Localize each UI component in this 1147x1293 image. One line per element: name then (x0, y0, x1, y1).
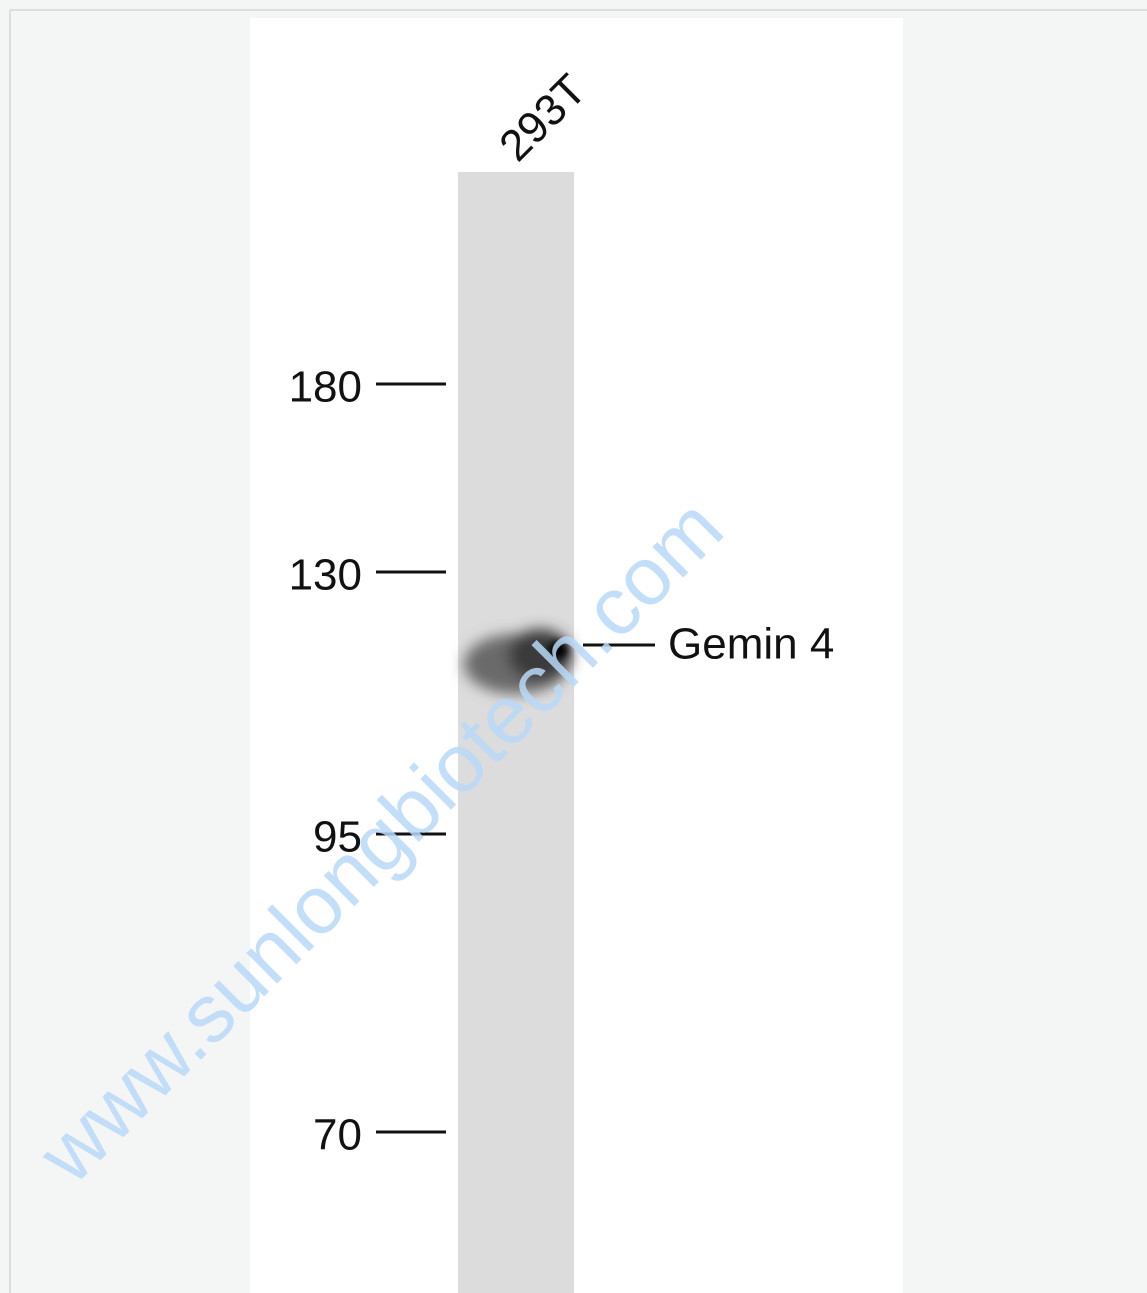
page: 293T 180 130 95 70 Gemin 4 www.sunlongbi… (0, 0, 1147, 1293)
blot-figure: 293T 180 130 95 70 Gemin 4 www.sunlongbi… (0, 0, 1147, 1293)
marker-label: 70 (313, 1111, 362, 1160)
marker-label: 130 (289, 551, 362, 600)
band-label: Gemin 4 (668, 620, 834, 669)
marker-label: 180 (289, 363, 362, 412)
